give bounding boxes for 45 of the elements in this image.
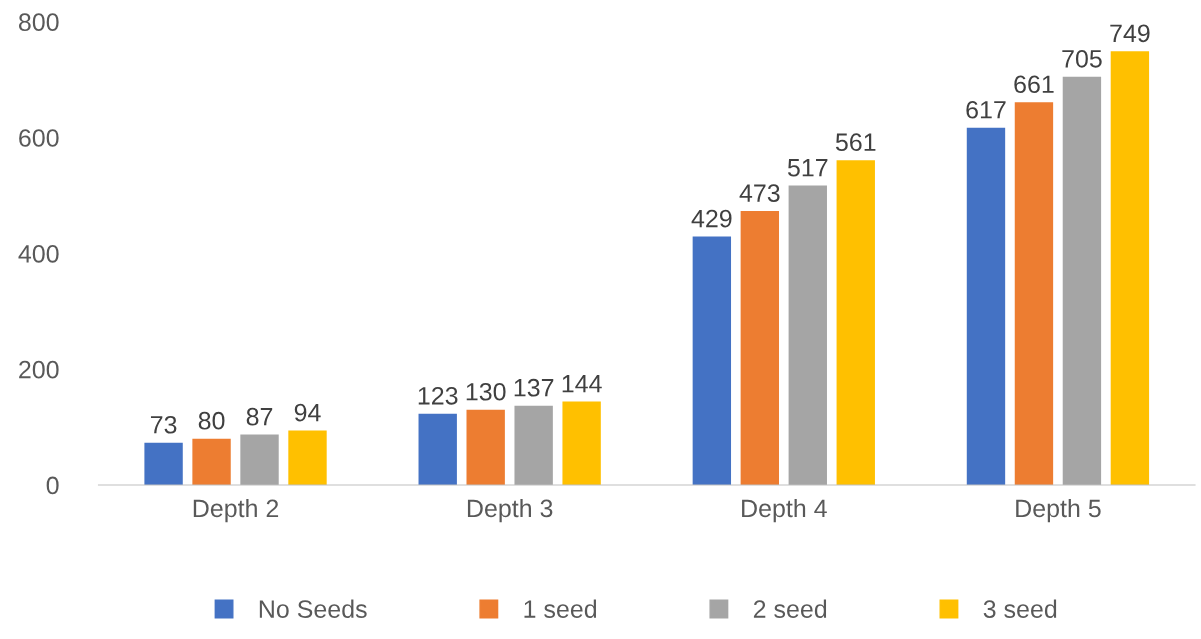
data-label: 473	[739, 184, 780, 202]
data-label: 87	[246, 407, 273, 426]
bar	[562, 401, 601, 485]
data-label: 705	[1062, 49, 1102, 68]
y-tick-label: 600	[19, 129, 59, 147]
data-label: 144	[562, 375, 602, 393]
legend-label: 3 seed	[983, 599, 1057, 618]
data-label: 429	[691, 209, 732, 228]
y-tick-label: 200	[19, 360, 59, 379]
data-label: 561	[835, 133, 876, 152]
bar	[144, 442, 183, 485]
legend-label: 2 seed	[753, 599, 827, 618]
bar	[466, 409, 505, 485]
bar	[788, 185, 827, 485]
bar	[1014, 102, 1054, 485]
x-tick-label: Depth 2	[193, 498, 279, 523]
bar	[288, 430, 327, 485]
bar	[418, 413, 457, 485]
x-tick-label: Depth 5	[1016, 498, 1101, 523]
data-label: 94	[294, 403, 321, 422]
data-label: 73	[150, 415, 177, 434]
bar	[240, 434, 279, 485]
data-label: 749	[1110, 24, 1150, 43]
bar	[192, 438, 231, 485]
data-label: 80	[198, 411, 225, 430]
x-tick-label: Depth 3	[467, 498, 553, 523]
bar	[692, 236, 732, 485]
bar	[1062, 76, 1102, 485]
data-label: 123	[418, 386, 458, 405]
legend-label: 1 seed	[524, 599, 597, 618]
y-tick-label: 400	[18, 244, 59, 263]
bar	[740, 211, 780, 485]
data-label: 137	[514, 378, 554, 397]
bar	[966, 127, 1006, 485]
data-label: 130	[466, 382, 506, 401]
bar	[514, 405, 553, 485]
data-label: 517	[787, 159, 828, 177]
legend-label: No Seeds	[259, 599, 367, 618]
y-tick-label: 800	[18, 13, 59, 32]
bar	[836, 160, 875, 485]
data-label: 661	[1014, 75, 1054, 94]
bar	[1110, 51, 1150, 485]
x-tick-label: Depth 4	[742, 498, 827, 523]
data-label: 617	[966, 100, 1006, 119]
y-tick-label: 0	[46, 476, 59, 495]
